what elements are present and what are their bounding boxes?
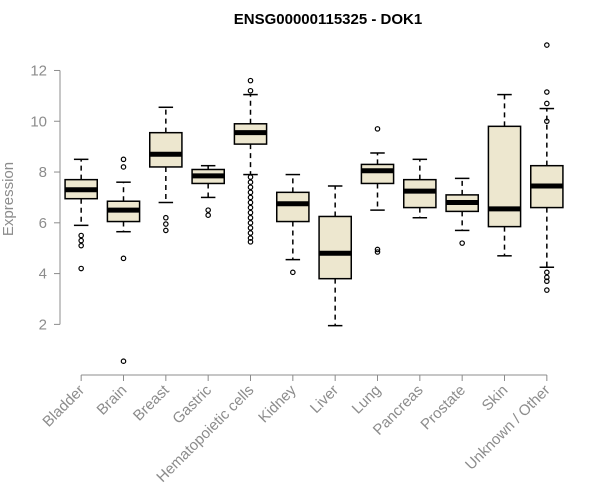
box-group [487, 93, 522, 257]
outlier-point [247, 87, 254, 94]
outlier-point [78, 237, 84, 244]
outlier-point [544, 42, 550, 48]
box [148, 131, 183, 168]
outlier-point [374, 246, 381, 253]
box [318, 215, 353, 280]
box [487, 125, 522, 228]
outlier-point [247, 199, 254, 206]
outlier-point [78, 265, 84, 272]
outlier-point [120, 255, 127, 262]
y-tick-label: 6 [39, 215, 47, 232]
outlier-point [247, 239, 254, 245]
box [275, 191, 310, 223]
y-axis-label: Expression [0, 162, 17, 236]
chart-title: ENSG00000115325 - DOK1 [234, 11, 422, 28]
outlier-point [120, 156, 127, 163]
outlier-point [247, 220, 254, 226]
outlier-point [247, 225, 254, 231]
outlier-point [247, 174, 254, 180]
y-tick-label: 2 [39, 316, 47, 333]
outlier-point [544, 118, 550, 125]
outlier-point [544, 287, 550, 293]
box-group [529, 42, 564, 293]
outlier-point [374, 126, 381, 132]
outlier-point [290, 269, 296, 276]
outlier-point [247, 214, 254, 221]
y-tick-label: 8 [39, 164, 47, 181]
y-tick-label: 10 [30, 113, 47, 130]
outlier-point [544, 89, 550, 95]
y-axis: 2 4 6 8 10 12 [30, 62, 61, 333]
box-group [402, 158, 437, 219]
outlier-point [544, 278, 550, 285]
box-group [360, 126, 395, 255]
outlier-point [247, 194, 254, 201]
box-group [106, 156, 141, 364]
outlier-point [163, 214, 169, 221]
outlier-point [205, 212, 211, 218]
outlier-point [205, 207, 211, 213]
x-tick-label: Breast [130, 381, 173, 424]
outlier-point [247, 77, 254, 84]
outlier-point [163, 221, 169, 227]
x-tick-label: Brain [94, 382, 131, 419]
box-group [64, 158, 99, 272]
box-group [148, 106, 183, 234]
outlier-point [247, 209, 254, 216]
outlier-point [544, 100, 550, 107]
x-tick-label: Liver [307, 382, 342, 417]
box-group [275, 173, 310, 276]
y-tick-label: 4 [39, 266, 47, 283]
outlier-point [247, 189, 254, 196]
x-tick-label: Lung [349, 382, 385, 418]
x-tick-label: Kidney [255, 381, 300, 426]
box-group [233, 77, 268, 245]
box [402, 178, 437, 209]
x-tick-label: Skin [479, 382, 512, 415]
box-group [445, 177, 480, 246]
outlier-point [459, 240, 465, 246]
outlier-point [247, 184, 254, 191]
box-group [318, 185, 353, 327]
box [360, 163, 395, 185]
plot-area [64, 42, 564, 364]
outlier-point [78, 242, 84, 249]
outlier-point [120, 164, 127, 170]
outlier-point [374, 249, 381, 255]
outlier-point [544, 269, 550, 276]
x-tick-label: Bladder [39, 382, 88, 431]
y-tick-label: 12 [30, 62, 47, 79]
x-tick-label: Prostate [417, 382, 469, 434]
outlier-point [247, 204, 254, 211]
outlier-point [247, 230, 254, 236]
outlier-point [163, 227, 169, 234]
outlier-point [78, 232, 84, 239]
outlier-point [120, 358, 127, 364]
outlier-point [247, 179, 254, 185]
box-group [191, 164, 226, 218]
